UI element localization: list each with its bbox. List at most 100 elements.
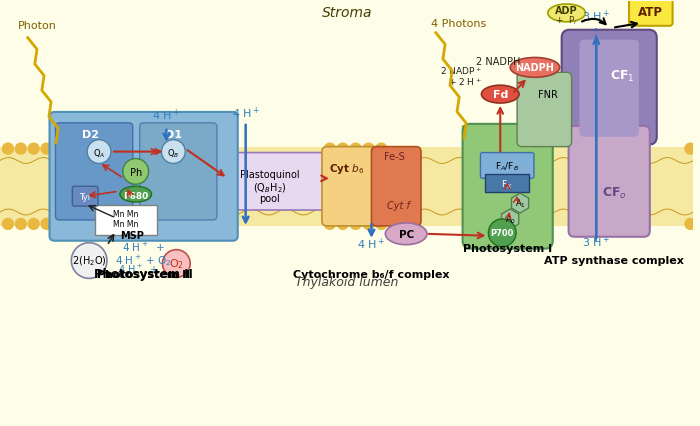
FancyBboxPatch shape [568,127,650,237]
Text: Tyr: Tyr [79,192,91,201]
Ellipse shape [548,5,585,23]
Circle shape [363,219,374,230]
Text: 2 NADP$^+$: 2 NADP$^+$ [440,66,482,77]
Text: Photon: Photon [18,21,57,31]
Ellipse shape [482,86,519,104]
Text: Cytochrome b₆/f complex: Cytochrome b₆/f complex [293,270,449,280]
Text: A$_1$: A$_1$ [514,197,526,210]
FancyBboxPatch shape [55,124,133,220]
FancyBboxPatch shape [372,147,421,226]
Circle shape [122,159,148,185]
Text: ADP: ADP [555,6,578,16]
Text: Q$_B$: Q$_B$ [167,147,179,159]
Text: 4 H$^+$: 4 H$^+$ [358,236,386,251]
Text: 4 H$^+$ + O$_2$: 4 H$^+$ + O$_2$ [116,253,172,268]
Text: Q$_A$: Q$_A$ [93,147,105,159]
FancyBboxPatch shape [463,124,553,249]
Text: Photosystem II: Photosystem II [97,270,190,280]
Text: pool: pool [259,194,280,204]
Text: 3 H$^+$: 3 H$^+$ [582,234,610,249]
Text: Stroma: Stroma [321,6,372,20]
FancyBboxPatch shape [214,153,326,210]
FancyBboxPatch shape [485,175,529,193]
Text: Thylakoid lumen: Thylakoid lumen [295,276,398,289]
Bar [0,147,694,226]
FancyBboxPatch shape [561,31,657,145]
Circle shape [324,219,335,230]
Text: 4 H$^+$  +: 4 H$^+$ + [118,263,159,276]
Circle shape [466,144,477,155]
Text: (Q$_B$H$_2$): (Q$_B$H$_2$) [253,181,286,195]
FancyBboxPatch shape [517,73,572,147]
Ellipse shape [120,187,152,203]
Circle shape [324,144,335,155]
Text: 4 Photons: 4 Photons [431,19,486,29]
Text: 2 NADPH: 2 NADPH [476,57,521,67]
FancyBboxPatch shape [140,124,217,220]
Text: + 2 H$^+$: + 2 H$^+$ [448,76,482,88]
FancyBboxPatch shape [95,206,157,235]
Circle shape [162,140,186,164]
Ellipse shape [510,58,560,78]
Text: A$_0$: A$_0$ [505,213,516,226]
Text: PC: PC [398,229,414,239]
Text: Cyt $b_6$: Cyt $b_6$ [329,162,365,176]
Circle shape [41,219,52,230]
Text: 3 H$^+$: 3 H$^+$ [582,9,610,24]
Text: CF$_o$: CF$_o$ [602,186,626,201]
Text: D2: D2 [82,130,99,139]
FancyBboxPatch shape [629,0,673,27]
Text: NADPH: NADPH [515,63,554,73]
Circle shape [350,219,361,230]
Text: Ph: Ph [130,168,142,178]
FancyBboxPatch shape [72,187,98,207]
Circle shape [489,219,516,247]
Text: FNR: FNR [538,90,558,100]
Text: +  P$_i$: + P$_i$ [555,14,578,27]
Text: 4 H$^+$: 4 H$^+$ [232,106,260,121]
Ellipse shape [385,223,427,245]
Text: Mn Mn: Mn Mn [113,220,139,229]
Circle shape [162,250,190,278]
Text: Plastoquinol: Plastoquinol [239,170,300,180]
Circle shape [41,144,52,155]
Circle shape [28,219,39,230]
Circle shape [595,219,606,230]
Text: Fd: Fd [493,90,508,100]
Circle shape [685,219,696,230]
Text: D1: D1 [165,130,183,139]
Circle shape [376,219,387,230]
Circle shape [88,140,111,164]
Circle shape [350,144,361,155]
Text: Cyt f: Cyt f [387,201,409,210]
FancyBboxPatch shape [480,153,534,179]
Circle shape [479,144,490,155]
FancyBboxPatch shape [322,147,386,226]
FancyBboxPatch shape [50,113,238,241]
Text: Photosystem I: Photosystem I [463,243,552,253]
Circle shape [28,144,39,155]
FancyBboxPatch shape [580,40,639,138]
Text: O$_2$: O$_2$ [169,257,184,271]
Text: ATP: ATP [638,6,664,19]
Circle shape [3,219,13,230]
Text: ATP synthase complex: ATP synthase complex [544,255,684,265]
Circle shape [376,144,387,155]
Text: 4 H$^+$: 4 H$^+$ [153,107,181,123]
Circle shape [337,144,348,155]
Text: 2(H$_2$O): 2(H$_2$O) [72,254,106,268]
Text: F$_X$: F$_X$ [501,178,513,190]
Circle shape [15,219,27,230]
Circle shape [15,144,27,155]
Text: Photosystem II: Photosystem II [94,268,193,281]
Circle shape [685,144,696,155]
Circle shape [608,219,619,230]
Circle shape [608,144,619,155]
Text: Fe-S: Fe-S [384,151,405,161]
Circle shape [71,243,107,279]
Circle shape [479,219,490,230]
Circle shape [3,144,13,155]
Text: Mn Mn: Mn Mn [113,210,139,219]
Circle shape [337,219,348,230]
Text: P700: P700 [491,229,514,238]
